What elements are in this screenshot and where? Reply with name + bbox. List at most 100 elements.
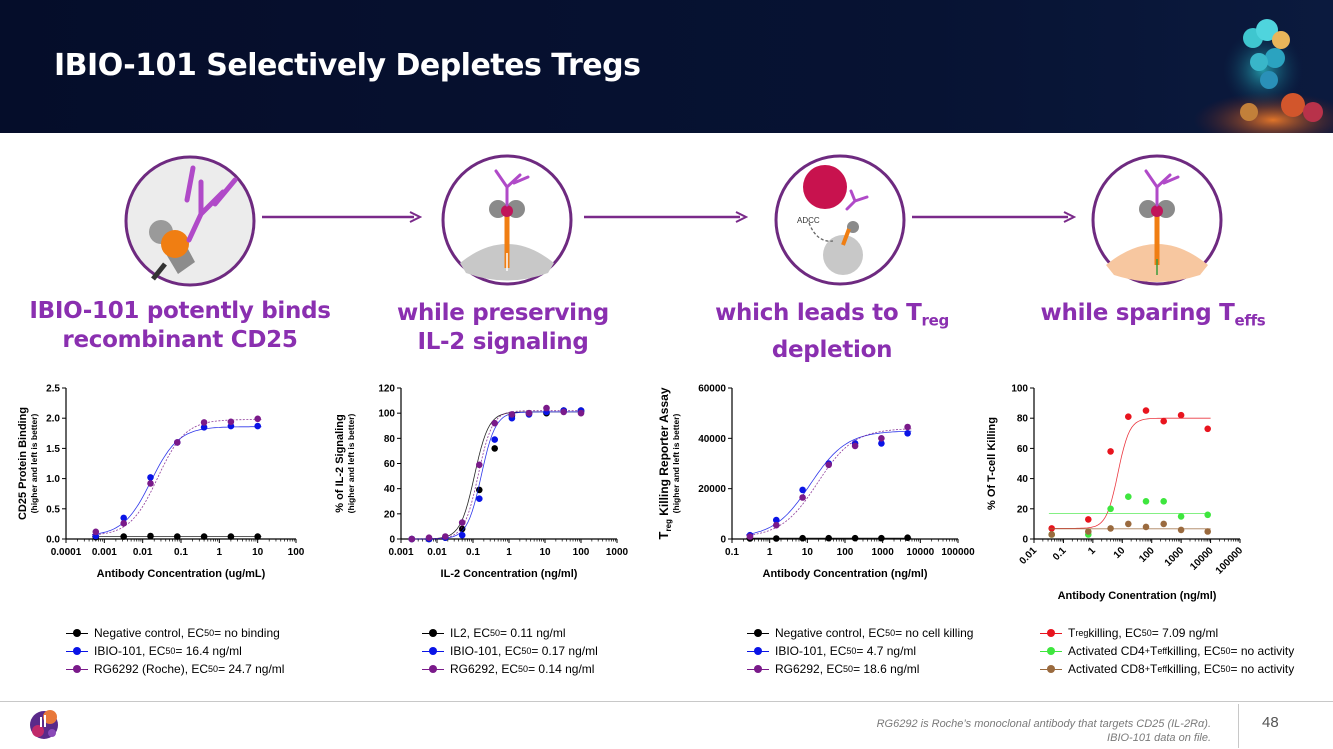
data-point <box>1048 531 1055 538</box>
legend-marker <box>66 645 88 657</box>
flow-arrow-2 <box>584 211 748 223</box>
x-tick-label: 0.0001 <box>51 547 82 558</box>
adcc-depletion-icon: ADCC <box>774 154 906 286</box>
legend-text: RG6292 (Roche), EC <box>94 662 209 676</box>
data-point <box>147 532 154 540</box>
data-point <box>773 535 780 542</box>
fit-curve-il2 <box>408 411 585 540</box>
legend-text: = 7.09 ng/ml <box>1151 626 1219 640</box>
y-axis-label-group: CD25 Protein Binding (higher and left is … <box>17 407 39 520</box>
data-point <box>1085 528 1092 535</box>
legend-binding: Negative control, EC 50 = no binding IBIO-… <box>66 624 284 678</box>
data-point <box>200 424 208 431</box>
data-point <box>254 422 261 430</box>
data-point <box>1107 505 1114 513</box>
data-point <box>92 528 100 536</box>
y-tick-label: 40 <box>384 484 396 495</box>
adcc-label: ADCC <box>797 216 820 225</box>
data-point <box>773 521 780 529</box>
x-tick-label: 0.01 <box>427 547 447 558</box>
fit-curve-treg-killing <box>1048 417 1211 529</box>
data-point <box>904 534 911 541</box>
x-axis-label: IL-2 Concentration (ng/ml) <box>441 568 578 580</box>
legend-marker <box>66 627 88 639</box>
y-tick-label: 2.5 <box>46 384 60 395</box>
data-point <box>1160 417 1167 425</box>
legend-marker <box>422 645 444 657</box>
legend-text: + <box>1144 664 1150 674</box>
y-axis-label: Treg Killing Reporter Assay <box>656 387 673 539</box>
data-point <box>476 495 483 503</box>
legend-text: 50 <box>846 646 857 656</box>
y-axis-label-group: Treg Killing Reporter Assay (higher and l… <box>656 387 681 539</box>
legend-text: 50 <box>204 628 215 638</box>
y-tick-label: 20 <box>384 509 396 520</box>
legend-text: 50 <box>208 664 219 674</box>
y-tick-label: 0.5 <box>46 504 60 515</box>
y-tick-label: 60 <box>384 459 396 470</box>
data-point <box>458 531 466 539</box>
x-tick-label: 0.01 <box>1018 545 1040 567</box>
data-point <box>491 436 499 443</box>
data-point <box>1085 516 1092 523</box>
y-axis-sublabel: (higher and left is better) <box>346 414 356 514</box>
data-point <box>525 409 533 417</box>
legend-item: IL2, EC 50 = 0.11 ng/ml <box>422 624 598 642</box>
data-point <box>147 480 154 487</box>
data-point <box>1177 411 1185 419</box>
y-tick-label: 120 <box>378 384 395 395</box>
legend-text: T <box>1068 626 1076 640</box>
legend-text: 50 <box>843 664 854 674</box>
legend-text: = no activity <box>1230 644 1295 658</box>
y-tick-label: 0 <box>389 535 395 546</box>
x-tick-label: 0.1 <box>174 547 188 558</box>
x-tick-label: 10 <box>802 547 814 558</box>
cd25-binding-icon <box>124 155 256 287</box>
legend-text: killing, EC <box>1167 644 1221 658</box>
legend-text: = 4.7 ng/ml <box>856 644 917 658</box>
legend-text: T <box>1149 644 1158 658</box>
y-tick-label: 40 <box>1017 474 1029 485</box>
legend-text: Activated CD4 <box>1068 644 1145 658</box>
data-point <box>1142 498 1150 505</box>
data-point <box>746 533 754 540</box>
data-point <box>577 409 585 417</box>
legend-text: eff <box>1157 664 1168 674</box>
data-point <box>147 474 154 481</box>
legend-text: 50 <box>490 628 501 638</box>
legend-text: = 0.11 ng/ml <box>500 626 566 640</box>
legend-marker <box>747 627 769 639</box>
legend-text: 50 <box>1141 628 1152 638</box>
x-tick-label: 1 <box>1086 545 1098 557</box>
data-point <box>458 525 466 533</box>
data-point <box>851 534 859 542</box>
data-point <box>227 418 235 426</box>
y-tick-label: 60 <box>1017 444 1029 455</box>
data-point <box>491 445 499 452</box>
data-point <box>1160 498 1167 505</box>
y-tick-label: 80 <box>384 434 396 445</box>
x-tick-label: 100 <box>573 547 590 558</box>
data-point <box>227 533 235 540</box>
header-banner: IBIO-101 Selectively Depletes Tregs <box>0 0 1333 133</box>
legend-marker <box>422 627 444 639</box>
x-tick-label: 1000 <box>1163 545 1187 569</box>
x-tick-label: 100 <box>288 547 305 558</box>
x-tick-label: 1 <box>217 547 223 558</box>
x-tick-label: 0.001 <box>92 547 117 558</box>
y-tick-label: 100 <box>1011 384 1028 395</box>
data-point <box>120 533 127 540</box>
legend-item: Negative control, EC 50 = no cell killing <box>747 624 973 642</box>
data-point <box>799 486 806 494</box>
footer-divider <box>0 701 1333 702</box>
il2-signaling-icon <box>441 154 573 286</box>
data-point <box>1177 526 1185 534</box>
legend-text: 50 <box>521 646 532 656</box>
data-point <box>1204 425 1211 433</box>
data-point <box>200 419 208 426</box>
legend-text: IBIO-101, EC <box>450 644 522 658</box>
page-title: IBIO-101 Selectively Depletes Tregs <box>54 48 641 83</box>
data-point <box>476 486 483 494</box>
x-tick-label: 0.1 <box>725 547 739 558</box>
